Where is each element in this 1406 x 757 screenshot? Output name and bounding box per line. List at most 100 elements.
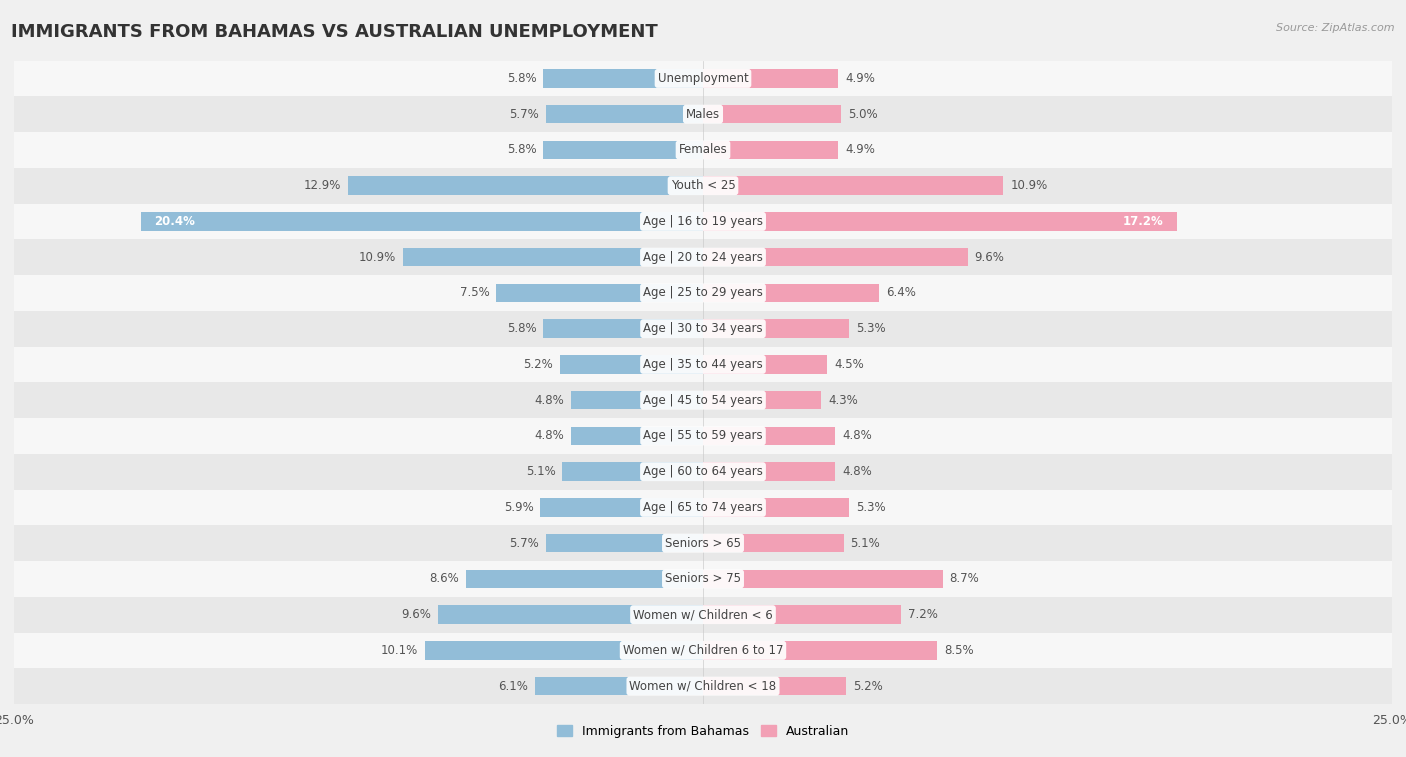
Text: Age | 20 to 24 years: Age | 20 to 24 years: [643, 251, 763, 263]
Text: 4.8%: 4.8%: [842, 465, 872, 478]
Text: 7.2%: 7.2%: [908, 608, 938, 621]
Bar: [703, 498, 849, 517]
Bar: [14, 239, 1392, 275]
Text: Age | 55 to 59 years: Age | 55 to 59 years: [643, 429, 763, 442]
Text: 5.9%: 5.9%: [503, 501, 533, 514]
Bar: [496, 284, 703, 302]
Bar: [543, 141, 703, 159]
Bar: [540, 498, 703, 517]
Text: Age | 25 to 29 years: Age | 25 to 29 years: [643, 286, 763, 300]
Text: 6.1%: 6.1%: [498, 680, 529, 693]
Bar: [425, 641, 703, 659]
Bar: [560, 355, 703, 374]
Text: Males: Males: [686, 107, 720, 120]
Text: 5.8%: 5.8%: [506, 322, 536, 335]
Bar: [703, 355, 827, 374]
Bar: [543, 69, 703, 88]
Text: 5.1%: 5.1%: [526, 465, 555, 478]
Bar: [562, 463, 703, 481]
Text: Youth < 25: Youth < 25: [671, 179, 735, 192]
Text: Source: ZipAtlas.com: Source: ZipAtlas.com: [1277, 23, 1395, 33]
Bar: [703, 212, 1177, 231]
Bar: [534, 677, 703, 696]
Bar: [14, 561, 1392, 597]
Text: 7.5%: 7.5%: [460, 286, 489, 300]
Bar: [703, 427, 835, 445]
Bar: [703, 248, 967, 266]
Text: Age | 16 to 19 years: Age | 16 to 19 years: [643, 215, 763, 228]
Bar: [465, 569, 703, 588]
Bar: [546, 105, 703, 123]
Bar: [703, 69, 838, 88]
Text: 8.5%: 8.5%: [945, 644, 974, 657]
Bar: [14, 597, 1392, 633]
Text: Seniors > 65: Seniors > 65: [665, 537, 741, 550]
Bar: [14, 275, 1392, 311]
Text: Age | 35 to 44 years: Age | 35 to 44 years: [643, 358, 763, 371]
Text: 5.1%: 5.1%: [851, 537, 880, 550]
Text: Age | 45 to 54 years: Age | 45 to 54 years: [643, 394, 763, 407]
Text: 9.6%: 9.6%: [974, 251, 1004, 263]
Legend: Immigrants from Bahamas, Australian: Immigrants from Bahamas, Australian: [551, 720, 855, 743]
Bar: [703, 534, 844, 553]
Bar: [14, 347, 1392, 382]
Text: Age | 65 to 74 years: Age | 65 to 74 years: [643, 501, 763, 514]
Bar: [14, 382, 1392, 418]
Text: 8.6%: 8.6%: [429, 572, 460, 585]
Text: Age | 60 to 64 years: Age | 60 to 64 years: [643, 465, 763, 478]
Bar: [14, 668, 1392, 704]
Bar: [703, 641, 938, 659]
Bar: [14, 453, 1392, 490]
Text: 8.7%: 8.7%: [949, 572, 980, 585]
Text: 4.9%: 4.9%: [845, 143, 875, 157]
Text: Seniors > 75: Seniors > 75: [665, 572, 741, 585]
Bar: [14, 61, 1392, 96]
Text: 10.1%: 10.1%: [381, 644, 418, 657]
Text: 4.5%: 4.5%: [834, 358, 863, 371]
Bar: [703, 606, 901, 624]
Text: 5.7%: 5.7%: [509, 537, 538, 550]
Text: 6.4%: 6.4%: [886, 286, 917, 300]
Text: 4.9%: 4.9%: [845, 72, 875, 85]
Bar: [571, 391, 703, 410]
Bar: [703, 176, 1004, 195]
Text: 5.8%: 5.8%: [506, 143, 536, 157]
Text: 10.9%: 10.9%: [359, 251, 395, 263]
Text: 5.0%: 5.0%: [848, 107, 877, 120]
Bar: [703, 105, 841, 123]
Text: 20.4%: 20.4%: [155, 215, 195, 228]
Bar: [703, 569, 943, 588]
Text: Women w/ Children < 6: Women w/ Children < 6: [633, 608, 773, 621]
Text: 17.2%: 17.2%: [1122, 215, 1163, 228]
Text: 5.3%: 5.3%: [856, 501, 886, 514]
Text: 5.8%: 5.8%: [506, 72, 536, 85]
Text: 4.3%: 4.3%: [828, 394, 858, 407]
Bar: [14, 311, 1392, 347]
Text: 5.2%: 5.2%: [853, 680, 883, 693]
Text: 5.7%: 5.7%: [509, 107, 538, 120]
Bar: [703, 391, 821, 410]
Bar: [141, 212, 703, 231]
Bar: [703, 463, 835, 481]
Text: 9.6%: 9.6%: [402, 608, 432, 621]
Bar: [543, 319, 703, 338]
Text: Women w/ Children < 18: Women w/ Children < 18: [630, 680, 776, 693]
Bar: [14, 204, 1392, 239]
Bar: [14, 525, 1392, 561]
Bar: [703, 141, 838, 159]
Bar: [14, 168, 1392, 204]
Text: 5.2%: 5.2%: [523, 358, 553, 371]
Bar: [703, 319, 849, 338]
Bar: [402, 248, 703, 266]
Text: IMMIGRANTS FROM BAHAMAS VS AUSTRALIAN UNEMPLOYMENT: IMMIGRANTS FROM BAHAMAS VS AUSTRALIAN UN…: [11, 23, 658, 41]
Text: 4.8%: 4.8%: [842, 429, 872, 442]
Bar: [14, 96, 1392, 132]
Text: Unemployment: Unemployment: [658, 72, 748, 85]
Bar: [14, 633, 1392, 668]
Text: Women w/ Children 6 to 17: Women w/ Children 6 to 17: [623, 644, 783, 657]
Bar: [14, 418, 1392, 453]
Text: Females: Females: [679, 143, 727, 157]
Bar: [347, 176, 703, 195]
Text: Age | 30 to 34 years: Age | 30 to 34 years: [643, 322, 763, 335]
Bar: [14, 132, 1392, 168]
